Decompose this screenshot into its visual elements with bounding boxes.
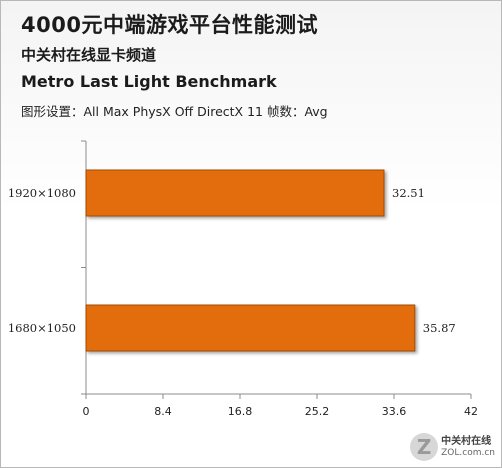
x-tick-label: 25.2 <box>305 405 330 418</box>
bar <box>85 169 385 217</box>
bar <box>85 304 416 352</box>
category-label: 1920×1080 <box>8 186 76 200</box>
x-tick-label: 16.8 <box>228 405 253 418</box>
x-tick-label: 33.6 <box>382 405 407 418</box>
value-label: 35.87 <box>423 321 456 335</box>
x-tick-label: 42 <box>464 405 478 418</box>
watermark-brand-en: ZOL.com.cn <box>441 447 495 458</box>
category-label: 1680×1050 <box>8 321 76 335</box>
zol-logo-icon: Z <box>410 433 439 461</box>
zol-watermark: Z 中关村在线 ZOL.com.cn <box>410 433 495 461</box>
benchmark-name: Metro Last Light Benchmark <box>21 72 277 91</box>
watermark-text: 中关村在线 ZOL.com.cn <box>441 436 495 458</box>
watermark-brand-cn: 中关村在线 <box>441 436 492 448</box>
page-title: 4000元中端游戏平台性能测试 <box>21 13 318 37</box>
settings-line: 图形设置：All Max PhysX Off DirectX 11 帧数：Avg <box>21 104 328 119</box>
x-tick-label: 8.4 <box>154 405 172 418</box>
value-label: 32.51 <box>392 186 425 200</box>
x-tick-label: 0 <box>83 405 90 418</box>
page-subtitle: 中关村在线显卡频道 <box>21 46 157 64</box>
